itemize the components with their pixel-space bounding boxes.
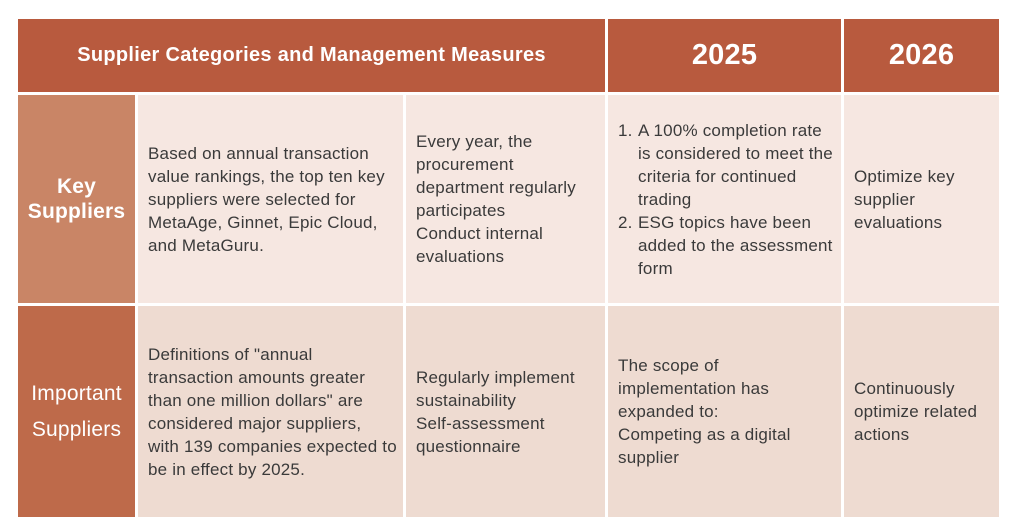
row-label-important-suppliers: Important Suppliers (18, 306, 135, 517)
key-suppliers-measure-line: Conduct internal evaluations (416, 224, 543, 266)
key-suppliers-2026: Optimize key supplier evaluations (854, 166, 955, 232)
key-suppliers-measures-cell: Every year, the procurement department r… (406, 95, 605, 303)
row-label-line: Important (31, 381, 122, 405)
important-suppliers-2026-cell: Continuously optimize related actions (844, 306, 999, 517)
important-suppliers-definition: Definitions of "annual transaction amoun… (148, 344, 397, 479)
table-header-2025: 2025 (608, 19, 841, 92)
row-label-key-suppliers: Key Suppliers (18, 95, 135, 303)
important-suppliers-measure-line: Regularly implement sustainability (416, 367, 575, 410)
list-item-text: ESG topics have been added to the assess… (638, 212, 833, 278)
important-suppliers-2025-cell: The scope of implementation has expanded… (608, 306, 841, 517)
list-item: 2. ESG topics have been added to the ass… (618, 211, 837, 280)
important-suppliers-2025-line: The scope of implementation has expanded… (618, 356, 770, 421)
list-item-number: 1. (618, 120, 633, 140)
key-suppliers-definition: Based on annual transaction value rankin… (148, 143, 385, 255)
list-item-text: A 100% completion rate is considered to … (638, 120, 833, 209)
key-suppliers-2026-cell: Optimize key supplier evaluations (844, 95, 999, 303)
row-label-line: Suppliers (31, 417, 122, 441)
key-suppliers-measure-line: Every year, the procurement department r… (416, 132, 576, 220)
important-suppliers-measure-line: Self-assessment questionnaire (416, 413, 545, 456)
table-header-2026: 2026 (844, 19, 999, 92)
row-label-line: Suppliers (27, 200, 126, 223)
list-item-number: 2. (618, 212, 633, 232)
table-header-title: Supplier Categories and Management Measu… (18, 19, 605, 92)
key-suppliers-2025-cell: 1. A 100% completion rate is considered … (608, 95, 841, 303)
important-suppliers-definition-cell: Definitions of "annual transaction amoun… (138, 306, 403, 517)
header-title-text: Supplier Categories and Management Measu… (77, 44, 546, 66)
important-suppliers-2026: Continuously optimize related actions (854, 379, 978, 444)
key-suppliers-definition-cell: Based on annual transaction value rankin… (138, 95, 403, 303)
supplier-management-table: Supplier Categories and Management Measu… (18, 19, 999, 517)
header-year-2025: 2025 (691, 39, 758, 71)
important-suppliers-measures-cell: Regularly implement sustainability Self-… (406, 306, 605, 517)
key-suppliers-2025-list: 1. A 100% completion rate is considered … (608, 119, 841, 280)
row-label-line: Key (56, 175, 97, 198)
important-suppliers-2025-line: Competing as a digital supplier (618, 425, 791, 467)
header-year-2026: 2026 (888, 39, 955, 71)
list-item: 1. A 100% completion rate is considered … (618, 119, 837, 211)
